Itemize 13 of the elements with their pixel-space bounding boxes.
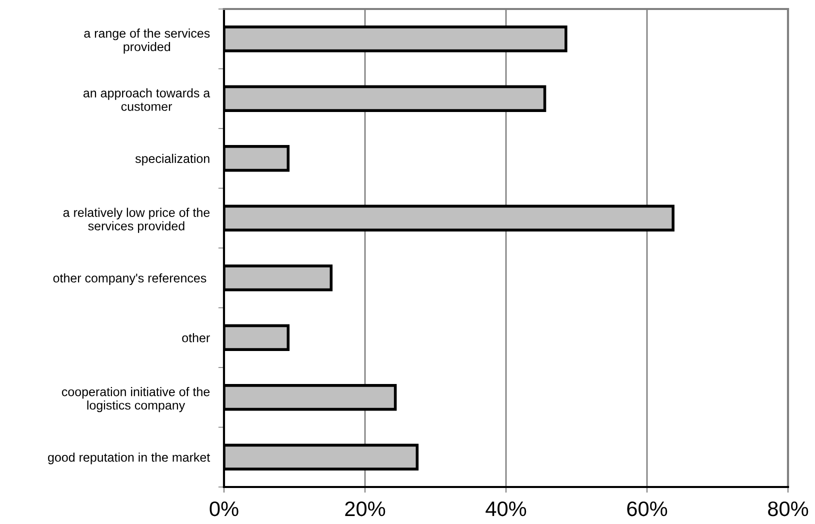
x-tick-label: 60% (627, 501, 668, 516)
y-tick-label: cooperation initiative of the logistics company (62, 387, 210, 412)
y-tick-label: an approach towards a customer (83, 88, 210, 111)
y-tick-label: other company's references (53, 273, 206, 285)
y-tick-label: other (182, 333, 210, 342)
x-tick-label: 80% (768, 501, 808, 516)
y-tick-label: good reputation in the market (48, 452, 210, 464)
y-tick-label: a relatively low price of the services provided (63, 208, 210, 233)
x-tick-label: 0% (210, 501, 238, 516)
x-tick-label: 20% (345, 501, 386, 516)
y-tick-label: a range of the services provided (84, 28, 210, 54)
x-tick-label: 40% (486, 501, 526, 516)
y-tick-label: specialization (135, 154, 210, 166)
